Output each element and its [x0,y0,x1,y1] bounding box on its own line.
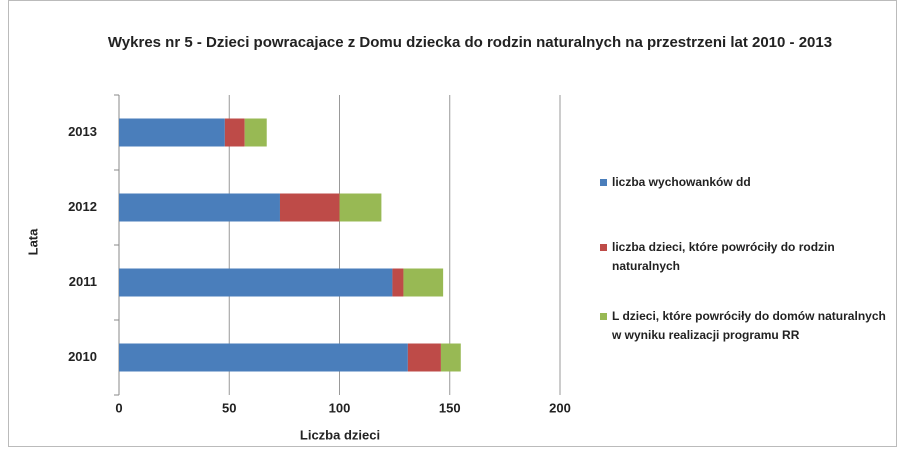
bar-segment [119,118,225,147]
bar-segment [119,193,280,222]
legend-label: L dzieci, które powróciły do domów natur… [612,309,886,342]
legend-item: liczba dzieci, które powróciły do rodzin… [600,238,890,276]
bar-segment [407,343,441,372]
legend-label: liczba dzieci, które powróciły do rodzin… [612,240,835,273]
x-tick-label: 200 [549,400,571,415]
y-tick-label: 2010 [68,349,97,364]
bar-segment [119,268,393,297]
bar-segment [392,268,404,297]
y-axis-label: Lata [25,228,40,256]
bar-segment [224,118,245,147]
y-tick-label: 2013 [68,124,97,139]
bar-segment [440,343,461,372]
x-tick-label: 150 [439,400,461,415]
legend-swatch [600,179,607,186]
x-axis-label: Liczba dzieci [300,427,380,442]
bar-segment [244,118,267,147]
legend-swatch [600,244,607,251]
y-tick-label: 2011 [69,274,97,289]
y-tick-label: 2012 [68,199,97,214]
legend-swatch [600,313,607,320]
bar-segment [279,193,340,222]
x-tick-label: 100 [329,400,351,415]
x-tick-label: 50 [222,400,236,415]
legend-label: liczba wychowanków dd [612,175,751,189]
frame [8,0,897,447]
bar-segment [339,193,382,222]
x-tick-label: 0 [115,400,122,415]
legend-item: liczba wychowanków dd [600,173,890,192]
bar-segment [119,343,408,372]
bar-segment [403,268,444,297]
legend-item: L dzieci, które powróciły do domów natur… [600,307,890,345]
chart-title: Wykres nr 5 - Dzieci powracajace z Domu … [107,34,833,51]
